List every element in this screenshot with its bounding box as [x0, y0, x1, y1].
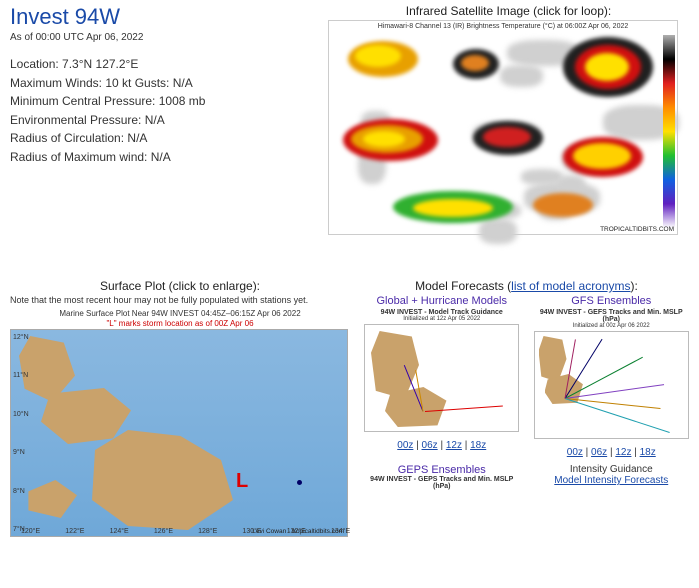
- y-tick: 8°N: [13, 488, 25, 495]
- model-acronyms-link[interactable]: list of model acronyms: [511, 279, 630, 293]
- global-models-block: Global + Hurricane Models 94W INVEST - M…: [364, 295, 520, 458]
- vitals-panel: Invest 94W As of 00:00 UTC Apr 06, 2022 …: [10, 4, 310, 235]
- landmass: [83, 430, 233, 530]
- global-run-links: 00z | 06z | 12z | 18z: [364, 440, 520, 451]
- models-panel: Model Forecasts (list of model acronyms)…: [364, 279, 689, 537]
- intensity-label: Intensity Guidance: [534, 464, 690, 475]
- global-init: Initialized at 12z Apr 05 2022: [364, 316, 520, 322]
- landmass: [539, 336, 567, 382]
- ir-header: Infrared Satellite Image (click for loop…: [328, 4, 689, 18]
- surface-note: Note that the most recent hour may not b…: [10, 295, 350, 305]
- top-row: Invest 94W As of 00:00 UTC Apr 06, 2022 …: [10, 4, 689, 235]
- x-tick: 122°E: [65, 528, 84, 535]
- geps-title: 94W INVEST - GEPS Tracks and Min. MSLP (…: [364, 476, 520, 490]
- y-tick: 12°N: [13, 334, 29, 341]
- page-root: Invest 94W As of 00:00 UTC Apr 06, 2022 …: [0, 0, 699, 541]
- run-link[interactable]: 06z: [591, 447, 607, 458]
- global-track-image[interactable]: [364, 324, 519, 432]
- gfs-ensembles-label: GFS Ensembles: [534, 295, 690, 307]
- intensity-block: Intensity Guidance Model Intensity Forec…: [534, 464, 690, 490]
- geps-label: GEPS Ensembles: [364, 464, 520, 476]
- vital-maxwind: Maximum Winds: 10 kt Gusts: N/A: [10, 74, 310, 93]
- x-tick: 120°E: [21, 528, 40, 535]
- storm-title: Invest 94W: [10, 4, 310, 30]
- ir-satellite-image[interactable]: Himawari-8 Channel 13 (IR) Brightness Te…: [328, 20, 678, 235]
- x-tick: 132°E: [287, 528, 306, 535]
- landmass: [41, 388, 131, 444]
- run-link[interactable]: 18z: [640, 447, 656, 458]
- surface-header: Surface Plot (click to enlarge):: [10, 279, 350, 293]
- gfs-track-image[interactable]: [534, 331, 689, 439]
- as-of-time: As of 00:00 UTC Apr 06, 2022: [10, 32, 310, 43]
- model-grid: Global + Hurricane Models 94W INVEST - M…: [364, 295, 689, 458]
- x-tick: 126°E: [154, 528, 173, 535]
- y-tick: 10°N: [13, 411, 29, 418]
- bottom-row: Surface Plot (click to enlarge): Note th…: [10, 279, 689, 537]
- ir-caption: Himawari-8 Channel 13 (IR) Brightness Te…: [329, 21, 677, 32]
- gfs-init: Initialized at 00z Apr 06 2022: [534, 323, 690, 329]
- ir-panel: Infrared Satellite Image (click for loop…: [328, 4, 689, 235]
- y-tick: 11°N: [13, 372, 28, 379]
- landmass: [23, 480, 77, 518]
- run-link[interactable]: 12z: [615, 447, 631, 458]
- surface-panel: Surface Plot (click to enlarge): Note th…: [10, 279, 350, 537]
- run-link[interactable]: 00z: [567, 447, 583, 458]
- x-tick: 130°E: [242, 528, 261, 535]
- ir-credit: TROPICALTIDBITS.COM: [600, 226, 674, 233]
- gfs-run-links: 00z | 06z | 12z | 18z: [534, 447, 690, 458]
- surface-plot-image[interactable]: L Levi Cowan · tropicaltidbits.com 12°N1…: [10, 329, 348, 537]
- run-link[interactable]: 18z: [470, 440, 486, 451]
- vital-roc: Radius of Circulation: N/A: [10, 129, 310, 148]
- run-link[interactable]: 06z: [422, 440, 438, 451]
- surface-title2: "L" marks storm location as of 00Z Apr 0…: [10, 319, 350, 328]
- landmass: [371, 331, 419, 399]
- x-tick: 134°E: [331, 528, 350, 535]
- vital-rmw: Radius of Maximum wind: N/A: [10, 148, 310, 167]
- vital-envp: Environmental Pressure: N/A: [10, 111, 310, 130]
- gfs-title: 94W INVEST - GEFS Tracks and Min. MSLP (…: [534, 309, 690, 323]
- ir-canvas: [333, 31, 659, 230]
- run-link[interactable]: 00z: [397, 440, 413, 451]
- storm-location-marker: L: [236, 470, 248, 493]
- models-header: Model Forecasts (list of model acronyms)…: [364, 279, 689, 293]
- gfs-ensembles-block: GFS Ensembles 94W INVEST - GEFS Tracks a…: [534, 295, 690, 458]
- surface-title1: Marine Surface Plot Near 94W INVEST 04:4…: [10, 309, 350, 318]
- global-title: 94W INVEST - Model Track Guidance: [364, 309, 520, 316]
- intensity-link[interactable]: Model Intensity Forecasts: [554, 475, 668, 486]
- x-tick: 128°E: [198, 528, 217, 535]
- geps-row: GEPS Ensembles 94W INVEST - GEPS Tracks …: [364, 464, 689, 490]
- y-tick: 9°N: [13, 449, 25, 456]
- run-link[interactable]: 12z: [446, 440, 462, 451]
- station-dot: [297, 480, 302, 485]
- vital-mincp: Minimum Central Pressure: 1008 mb: [10, 92, 310, 111]
- x-tick: 124°E: [110, 528, 129, 535]
- geps-block: GEPS Ensembles 94W INVEST - GEPS Tracks …: [364, 464, 520, 490]
- ir-color-scale: [663, 35, 675, 228]
- vitals-list: Location: 7.3°N 127.2°E Maximum Winds: 1…: [10, 55, 310, 167]
- global-models-label: Global + Hurricane Models: [364, 295, 520, 307]
- vital-location: Location: 7.3°N 127.2°E: [10, 55, 310, 74]
